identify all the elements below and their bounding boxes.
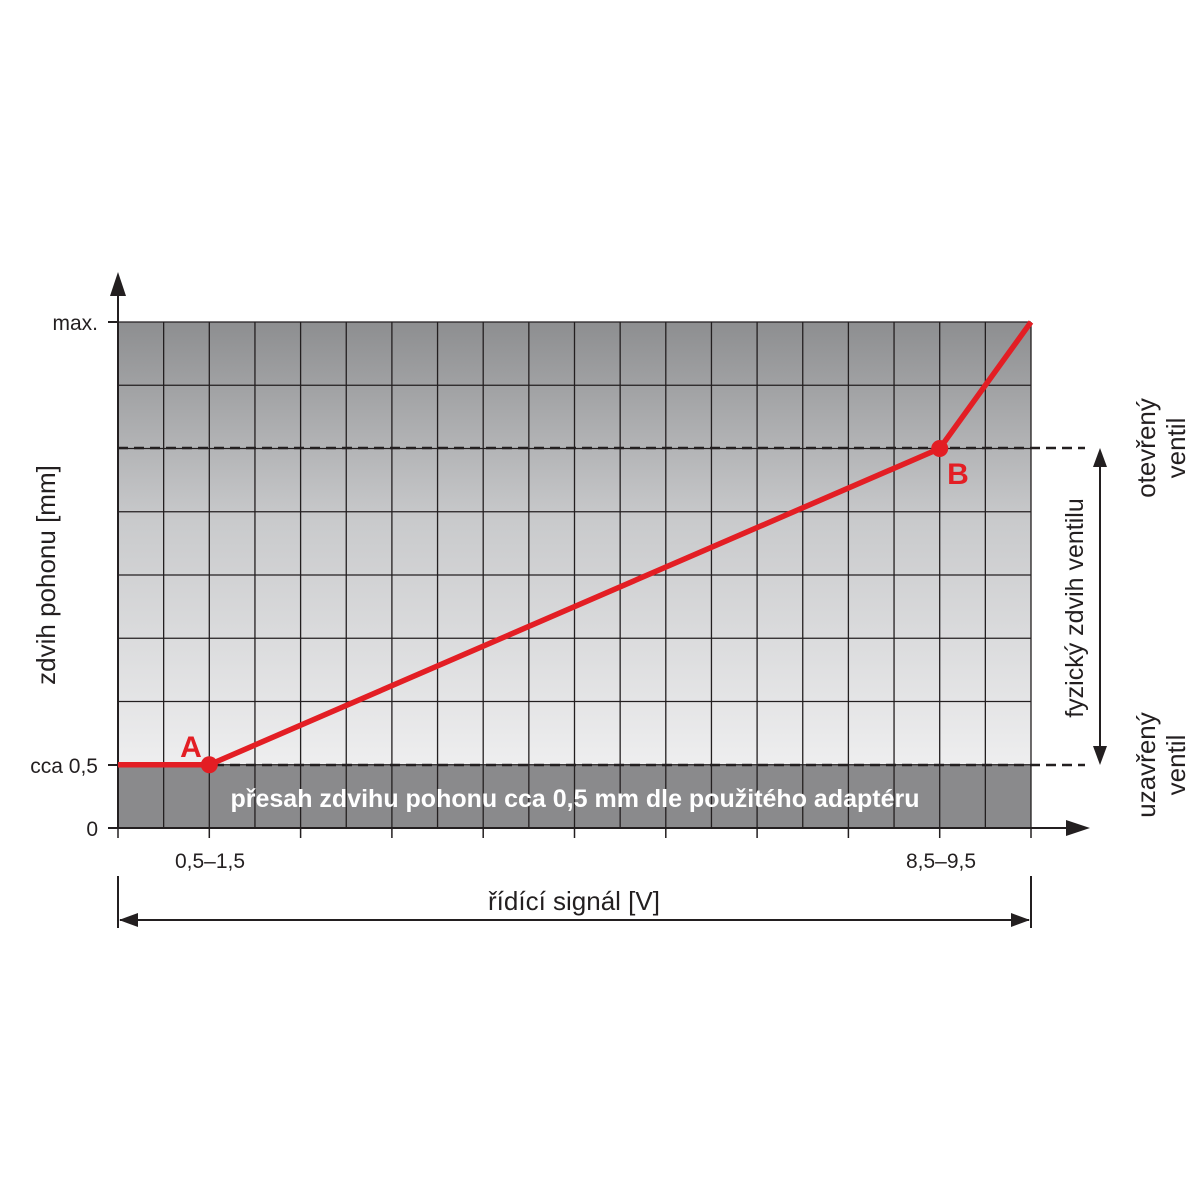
point-label-a: A	[180, 731, 202, 764]
y-tick-label-zero: 0	[86, 818, 98, 841]
grid	[117, 321, 1032, 838]
point-label-b: B	[947, 458, 969, 491]
x-axis-arrow	[1066, 820, 1090, 836]
closed-valve-label-line2: ventil	[1161, 735, 1191, 796]
point-marker-a	[200, 756, 218, 774]
open-valve-label-line2: ventil	[1161, 418, 1191, 479]
y-tick-label-cca: cca 0,5	[30, 755, 98, 778]
y-axis-arrow	[110, 272, 126, 296]
series-layer	[118, 320, 1034, 774]
physical-stroke-label: fyzický zdvih ventilu	[1061, 498, 1089, 718]
open-valve-label-line1: otevřený	[1131, 398, 1161, 498]
x-axis-title: řídící signál [V]	[488, 886, 660, 916]
point-marker-b	[931, 440, 949, 457]
series-line	[118, 320, 1034, 768]
x-tick-label-a: 0,5–1,5	[175, 850, 245, 873]
x-tick-label-b: 8,5–9,5	[906, 850, 976, 873]
closed-valve-label-line1: uzavřený	[1131, 712, 1161, 818]
physical-stroke-arrow-bottom	[1093, 746, 1107, 765]
x-span-arrow-right	[1011, 913, 1030, 927]
x-span-arrow-left	[119, 913, 138, 927]
overlap-band-label: přesah zdvihu pohonu cca 0,5 mm dle použ…	[231, 785, 920, 813]
physical-stroke-arrow-top	[1093, 448, 1107, 467]
y-tick-label-max: max.	[52, 312, 98, 335]
y-axis-title: zdvih pohonu [mm]	[31, 465, 61, 685]
